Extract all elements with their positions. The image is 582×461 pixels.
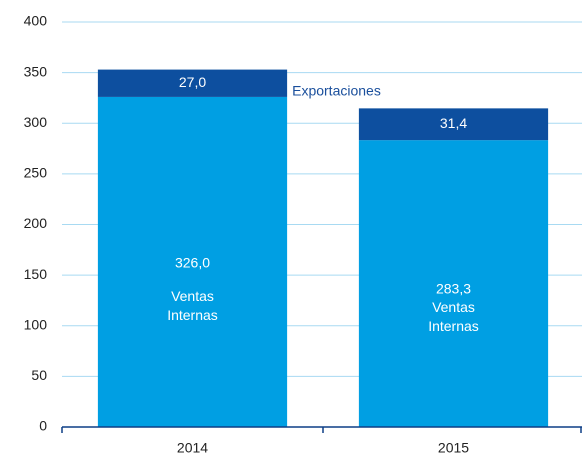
value-label: 283,3 [436, 280, 471, 296]
value-label: 326,0 [175, 255, 210, 271]
y-tick-label: 200 [24, 215, 48, 231]
x-tick-label: 2015 [438, 440, 469, 456]
bar-segment [97, 69, 288, 97]
y-tick-label: 50 [31, 367, 47, 383]
y-tick-label: 250 [24, 165, 48, 181]
series-label: Ventas Internas [428, 298, 479, 334]
y-tick-label: 400 [24, 13, 48, 29]
value-label: 27,0 [179, 74, 206, 90]
bar-segment [97, 96, 288, 428]
y-tick-label: 350 [24, 63, 48, 79]
value-label: 31,4 [440, 115, 467, 131]
series-label: Ventas Internas [167, 287, 218, 323]
y-tick-label: 100 [24, 316, 48, 332]
y-tick-label: 300 [24, 114, 48, 130]
bar-segment [358, 140, 549, 427]
y-tick-label: 150 [24, 266, 48, 282]
bar-segment [358, 108, 549, 141]
series-label: Exportaciones [292, 82, 381, 98]
x-tick-label: 2014 [177, 440, 208, 456]
y-tick-label: 0 [39, 418, 47, 434]
